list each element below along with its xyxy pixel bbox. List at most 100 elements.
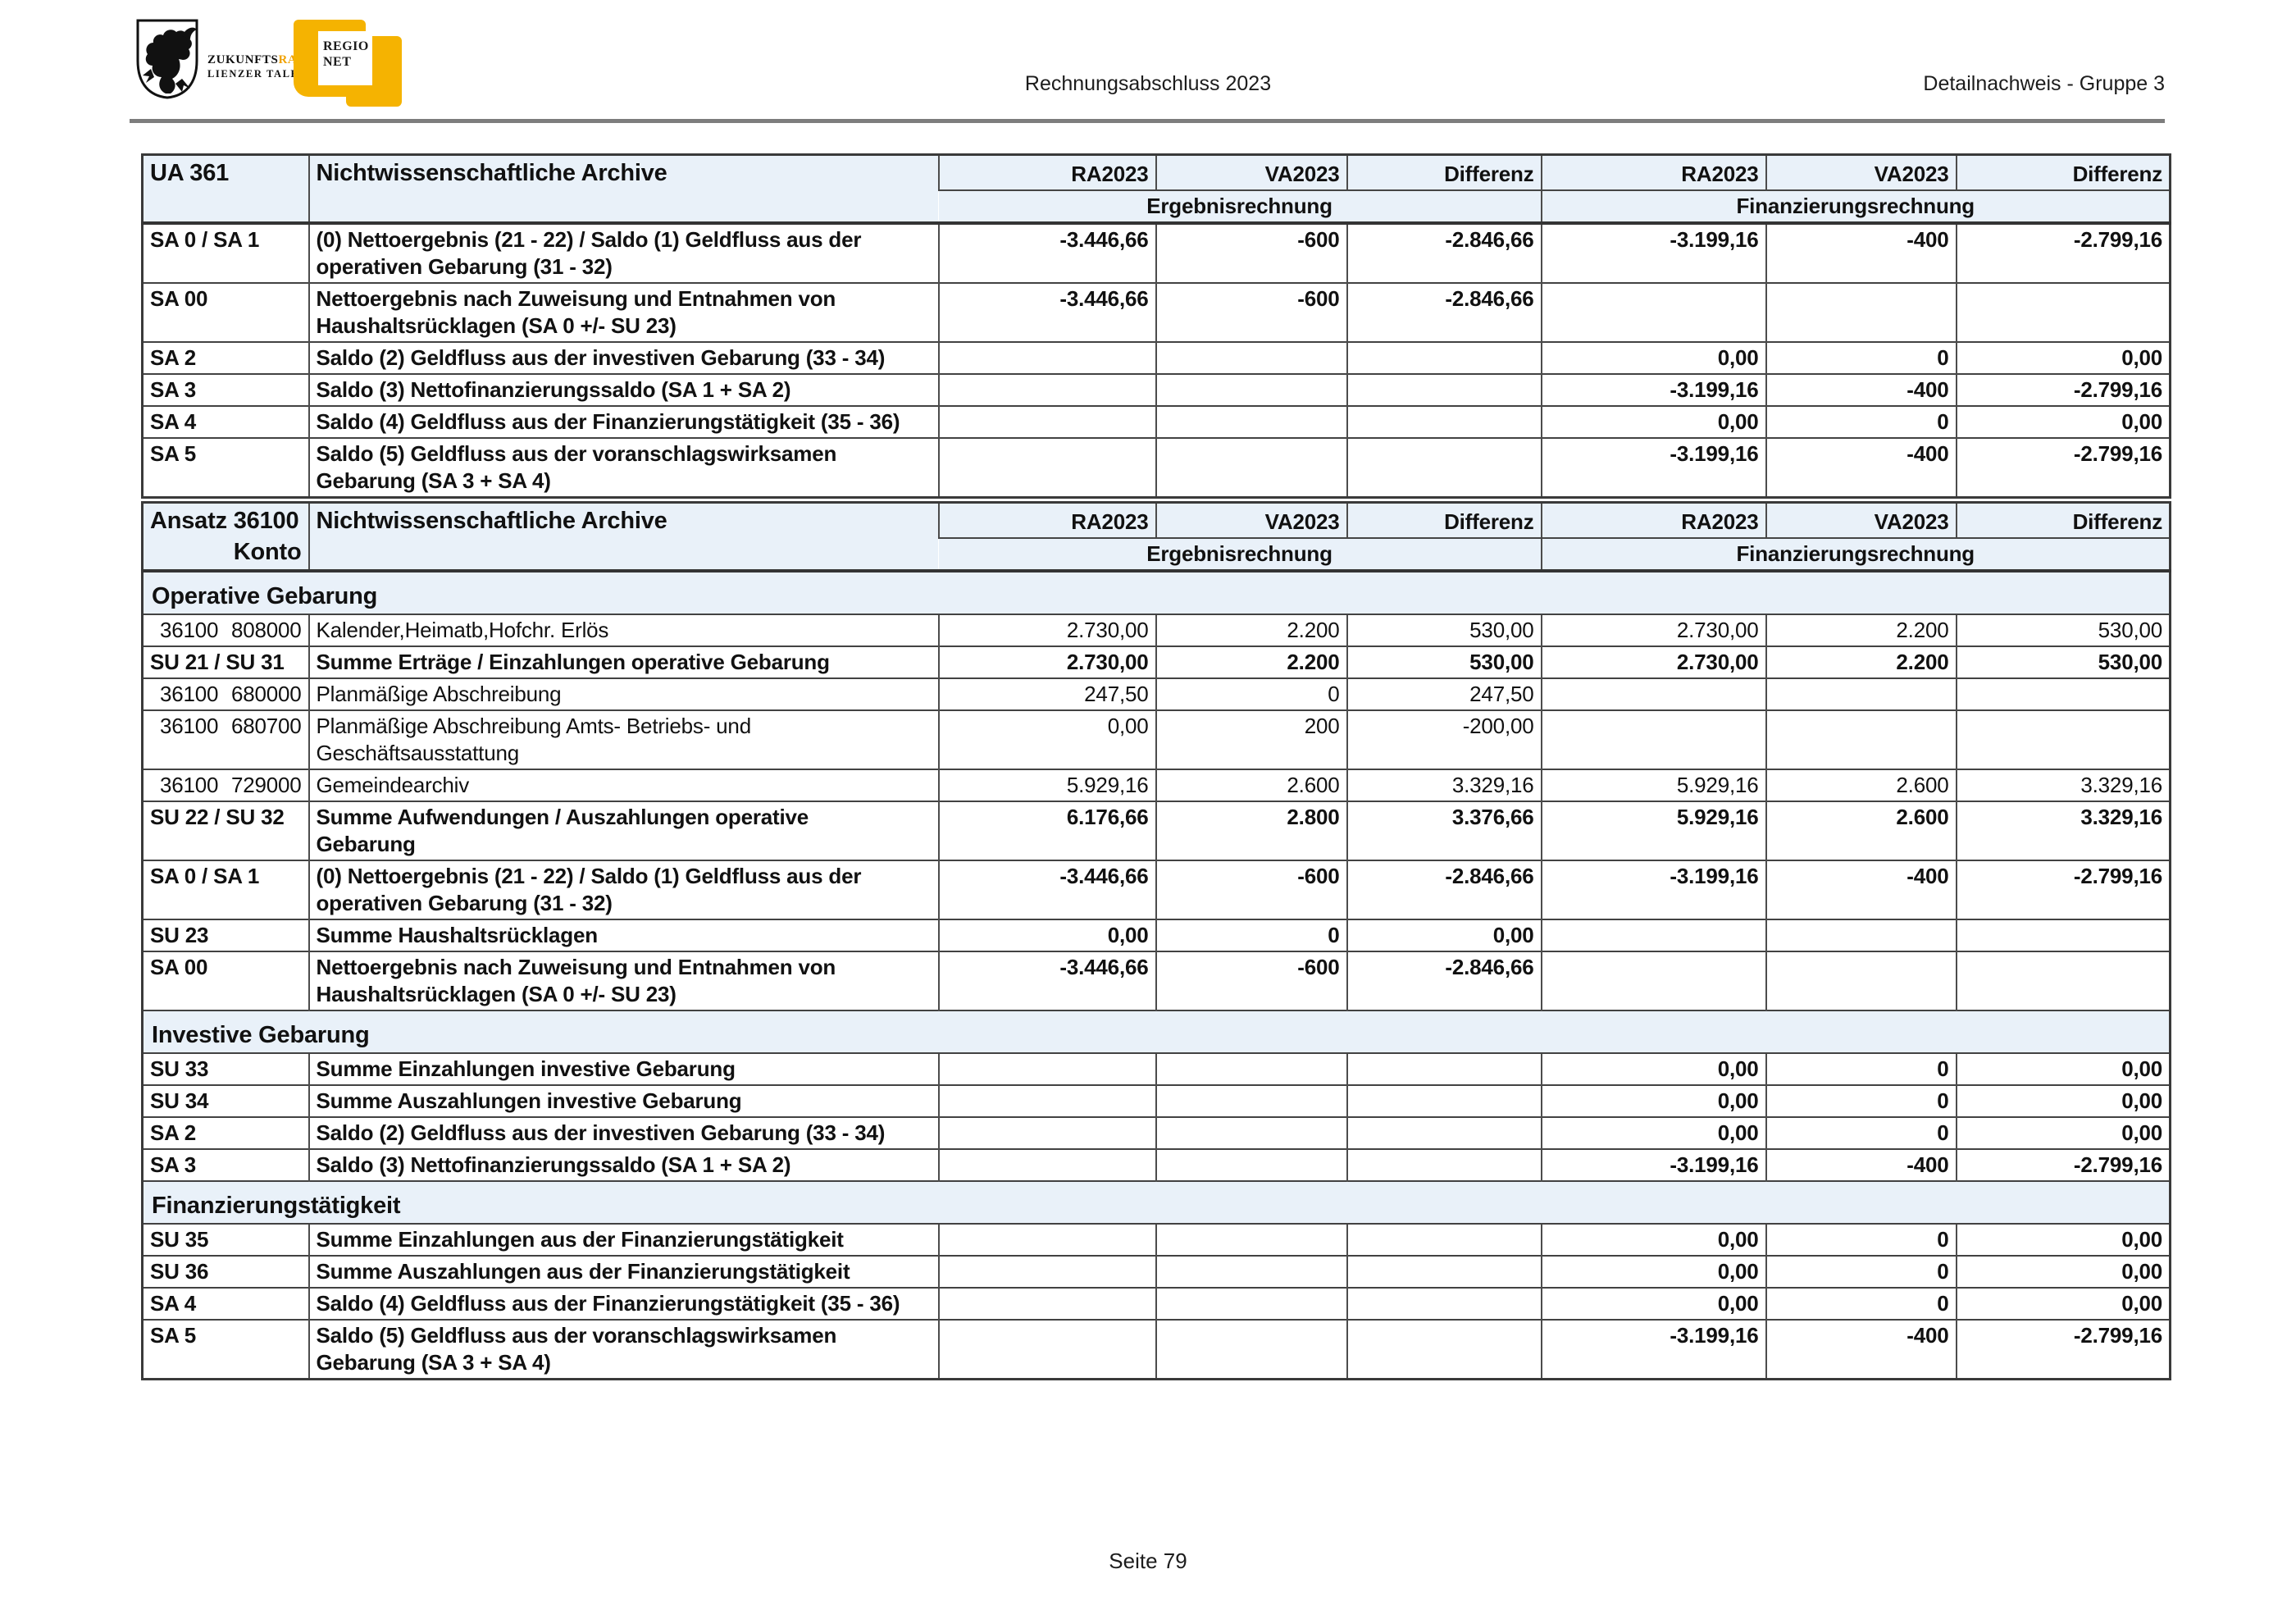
value-cell [937,1148,1156,1181]
value-cell: 0,00 [1540,1223,1766,1256]
row-code: SA 4 [142,1287,309,1320]
value-cell: 0,00 [1540,341,1766,374]
row-label: Summe Haushaltsrücklagen [308,919,939,951]
row-code: SU 34 [142,1084,309,1117]
row-label: Planmäßige Abschreibung [308,677,939,710]
table-row: SA 4 Saldo (4) Geldfluss aus der Finanzie… [142,1287,2171,1320]
konto-number: 729000 [230,773,302,797]
ua-summary-table: UA 361 Nichtwissenschaftliche Archive RA… [141,153,2171,499]
value-cell [1155,341,1347,374]
header-rule [130,119,2165,123]
ansatz-konto: 36100 808000 [150,617,302,644]
table-row: SA 2 Saldo (2) Geldfluss aus der investiv… [142,1116,2171,1149]
row-code: 36100 680700 [142,709,309,769]
row-label: Gemeindearchiv [308,769,939,801]
section-label: Finanzierungstätigkeit [142,1180,2171,1224]
row-label: Saldo (4) Geldfluss aus der Finanzierung… [308,405,939,438]
row-code: SA 0 / SA 1 [142,860,309,919]
row-code: 36100 680000 [142,677,309,710]
value-cell [937,437,1156,498]
value-cell: 0,00 [1540,1287,1766,1320]
table-title: Nichtwissenschaftliche Archive [308,154,939,225]
value-cell: 0 [1765,1084,1957,1117]
value-cell: -600 [1155,222,1347,283]
value-cell [1540,282,1766,342]
value-cell: -3.199,16 [1540,437,1766,498]
table-row: SA 0 / SA 1 (0) Nettoergebnis (21 - 22) /… [142,222,2171,283]
value-cell: -3.199,16 [1540,1148,1766,1181]
table-head: UA 361 Nichtwissenschaftliche Archive RA… [142,154,2171,225]
regionet-text: REGIO NET [318,31,372,85]
table-header-row: Ansatz 36100 Konto Nichtwissenschaftlich… [142,502,2171,573]
value-cell [1155,1255,1347,1288]
value-cell: 0,00 [1955,341,2171,374]
row-code: SU 22 / SU 32 [142,801,309,860]
table-row: SU 21 / SU 31 Summe Erträge / Einzahlunge… [142,645,2171,678]
table-row: SA 2 Saldo (2) Geldfluss aus der investiv… [142,341,2171,374]
value-cell [1155,1148,1347,1181]
value-cell [1346,1287,1542,1320]
value-cell: 0,00 [937,919,1156,951]
value-cell: 2.800 [1155,801,1347,860]
value-cell: -600 [1155,951,1347,1010]
value-cell: -2.846,66 [1346,222,1542,283]
value-cell [1765,677,1957,710]
value-cell: 0,00 [1955,1116,2171,1149]
regionet-logo: REGIO NET [294,13,403,107]
value-cell [1155,1319,1347,1380]
value-cell: 0,00 [1955,1255,2171,1288]
value-cell: -2.846,66 [1346,860,1542,919]
value-cell: 2.200 [1765,645,1957,678]
value-cell: 0,00 [1955,1052,2171,1085]
column-header: Differenz [1346,502,1542,539]
row-code: SA 5 [142,437,309,498]
row-label: Saldo (2) Geldfluss aus der investiven G… [308,1116,939,1149]
value-cell [1346,373,1542,406]
row-label: Saldo (3) Nettofinanzierungssaldo (SA 1 … [308,373,939,406]
group-header-ergebnis: Ergebnisrechnung [938,190,1542,225]
value-cell [1346,1116,1542,1149]
row-label: Summe Aufwendungen / Auszahlungen operat… [308,801,939,860]
column-header: RA2023 [937,502,1156,539]
value-cell: -2.799,16 [1955,1148,2171,1181]
value-cell: 5.929,16 [1540,769,1766,801]
value-cell [1346,341,1542,374]
value-cell [1765,951,1957,1010]
row-code: 36100 808000 [142,614,309,646]
value-cell [1155,1287,1347,1320]
value-cell: -600 [1155,282,1347,342]
value-cell: 5.929,16 [1540,801,1766,860]
value-cell: 3.376,66 [1346,801,1542,860]
value-cell [937,373,1156,406]
table-row: SA 4 Saldo (4) Geldfluss aus der Finanzie… [142,405,2171,438]
value-cell: -400 [1765,1148,1957,1181]
column-header: Differenz [1955,502,2171,539]
value-cell: 0 [1765,341,1957,374]
value-cell [937,1116,1156,1149]
table-row: SU 22 / SU 32 Summe Aufwendungen / Auszah… [142,801,2171,860]
value-cell: 2.730,00 [937,645,1156,678]
column-header: Differenz [1955,154,2171,191]
ansatz-konto: 36100 680000 [150,681,302,708]
column-header: VA2023 [1765,154,1957,191]
ansatz-number: 36100 [160,714,219,738]
table-row: 36100 729000 Gemeindearchiv 5.929,16 2.600 3.… [142,769,2171,801]
value-cell [1540,677,1766,710]
value-cell [1955,919,2171,951]
value-cell: -3.446,66 [937,860,1156,919]
value-cell: 0,00 [1540,1116,1766,1149]
row-code: SU 21 / SU 31 [142,645,309,678]
value-cell [1540,951,1766,1010]
value-cell [1346,1052,1542,1085]
value-cell [1540,919,1766,951]
row-label: Kalender,Heimatb,Hofchr. Erlös [308,614,939,646]
table-body: SA 0 / SA 1 (0) Nettoergebnis (21 - 22) /… [142,222,2171,498]
row-label: Nettoergebnis nach Zuweisung und Entnahm… [308,951,939,1010]
value-cell [1155,1084,1347,1117]
value-cell [937,1319,1156,1380]
column-header: RA2023 [1540,154,1766,191]
row-code: SA 5 [142,1319,309,1380]
row-code: SA 3 [142,373,309,406]
table-row: 36100 680000 Planmäßige Abschreibung 247,50… [142,677,2171,710]
table-title: Nichtwissenschaftliche Archive [308,502,939,573]
